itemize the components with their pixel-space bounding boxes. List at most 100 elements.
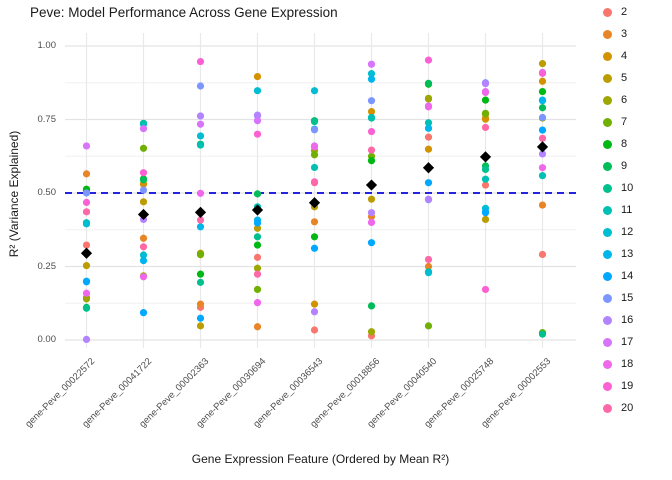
data-point-sample-7 bbox=[196, 250, 205, 258]
data-point-sample-5 bbox=[538, 60, 547, 68]
data-point-sample-20 bbox=[538, 134, 547, 142]
data-point-sample-5 bbox=[139, 198, 148, 206]
legend-dot-icon bbox=[603, 139, 612, 149]
legend-label: 16 bbox=[621, 313, 634, 326]
data-point-sample-17 bbox=[82, 142, 91, 150]
data-point-sample-16 bbox=[424, 195, 433, 203]
data-point-sample-9 bbox=[538, 104, 547, 112]
data-point-sample-2 bbox=[82, 241, 91, 249]
data-point-sample-15 bbox=[196, 82, 205, 90]
data-point-sample-10 bbox=[253, 233, 262, 241]
legend-item-14: 14 bbox=[598, 265, 672, 287]
data-point-sample-11 bbox=[424, 119, 433, 127]
legend-item-10: 10 bbox=[598, 177, 672, 199]
legend-item-9: 9 bbox=[598, 155, 672, 177]
legend-label: 18 bbox=[621, 357, 634, 370]
data-point-sample-6 bbox=[82, 295, 91, 303]
data-point-sample-9 bbox=[139, 176, 148, 184]
data-point-sample-7 bbox=[253, 285, 262, 294]
data-point-sample-14 bbox=[424, 179, 433, 187]
data-point-sample-14 bbox=[367, 239, 376, 247]
data-point-sample-20 bbox=[82, 208, 91, 216]
data-point-sample-18 bbox=[310, 143, 319, 151]
data-point-sample-20 bbox=[310, 179, 319, 187]
data-point-sample-16 bbox=[253, 111, 262, 119]
legend-label: 5 bbox=[621, 71, 628, 84]
legend-label: 10 bbox=[621, 181, 634, 194]
data-point-sample-20 bbox=[139, 243, 148, 251]
data-point-sample-2 bbox=[424, 133, 433, 141]
data-point-sample-12 bbox=[367, 70, 376, 78]
data-point-sample-3 bbox=[538, 201, 547, 209]
mean-diamond-marker bbox=[479, 151, 492, 163]
data-point-sample-8 bbox=[481, 96, 490, 104]
legend-item-19: 19 bbox=[598, 375, 672, 397]
data-point-sample-17 bbox=[196, 120, 205, 128]
legend-dot-icon bbox=[603, 205, 612, 215]
legend-dot-icon bbox=[603, 183, 612, 193]
legend: 2 3 4 5 6 7 8 9 10 11 12 13 14 15 16 17 18 19 20 bbox=[598, 1, 672, 419]
data-point-sample-18 bbox=[196, 189, 205, 197]
data-point-sample-5 bbox=[253, 224, 262, 232]
data-point-sample-12 bbox=[82, 220, 91, 228]
legend-dot-icon bbox=[603, 403, 612, 413]
legend-item-20: 20 bbox=[598, 397, 672, 419]
data-point-sample-14 bbox=[538, 126, 547, 134]
data-point-sample-18 bbox=[82, 289, 91, 297]
data-point-sample-14 bbox=[253, 219, 262, 227]
data-point-sample-20 bbox=[253, 270, 262, 278]
y-tick-label: 1.00 bbox=[37, 40, 57, 51]
data-point-sample-19 bbox=[196, 57, 205, 66]
legend-dot-icon bbox=[603, 117, 612, 127]
legend-dot-icon bbox=[603, 73, 612, 83]
mean-diamond-marker bbox=[365, 179, 378, 191]
legend-dot-icon bbox=[603, 249, 612, 259]
data-point-sample-2 bbox=[310, 326, 319, 334]
mean-diamond-marker bbox=[536, 141, 549, 153]
data-point-sample-5 bbox=[481, 215, 490, 224]
mean-diamond-marker bbox=[194, 206, 207, 219]
legend-item-7: 7 bbox=[598, 111, 672, 133]
data-point-sample-16 bbox=[82, 335, 91, 344]
data-point-sample-6 bbox=[367, 328, 376, 336]
data-point-sample-14 bbox=[481, 209, 490, 217]
data-point-sample-20 bbox=[196, 216, 205, 224]
legend-label: 15 bbox=[621, 291, 634, 304]
y-tick-label: 0.00 bbox=[37, 334, 57, 345]
data-point-sample-17 bbox=[253, 117, 262, 125]
data-point-sample-3 bbox=[253, 323, 262, 331]
data-point-sample-14 bbox=[310, 244, 319, 252]
data-point-sample-4 bbox=[424, 145, 433, 153]
data-point-sample-5 bbox=[196, 322, 205, 330]
legend-dot-icon bbox=[603, 95, 612, 105]
data-point-sample-2 bbox=[253, 253, 262, 261]
legend-item-8: 8 bbox=[598, 133, 672, 155]
data-point-sample-20 bbox=[367, 146, 376, 154]
data-point-sample-3 bbox=[424, 262, 433, 271]
legend-dot-icon bbox=[603, 227, 612, 237]
data-point-sample-3 bbox=[139, 234, 148, 242]
y-tick-label: 0.25 bbox=[37, 260, 57, 272]
legend-label: 7 bbox=[621, 115, 628, 128]
y-tick-label: 0.75 bbox=[37, 113, 57, 125]
data-point-sample-9 bbox=[367, 302, 376, 310]
data-point-sample-2 bbox=[538, 250, 547, 259]
data-point-sample-16 bbox=[481, 80, 490, 88]
data-point-sample-18 bbox=[481, 88, 490, 97]
legend-label: 14 bbox=[621, 269, 634, 282]
data-point-sample-10 bbox=[196, 278, 205, 286]
legend-item-16: 16 bbox=[598, 309, 672, 331]
data-point-sample-16 bbox=[538, 150, 547, 158]
data-point-sample-14 bbox=[82, 278, 91, 286]
legend-dot-icon bbox=[603, 7, 612, 17]
data-point-sample-13 bbox=[367, 75, 376, 83]
data-point-sample-7 bbox=[139, 144, 148, 152]
data-point-sample-5 bbox=[367, 195, 376, 203]
data-point-sample-8 bbox=[253, 241, 262, 249]
legend-item-12: 12 bbox=[598, 221, 672, 243]
data-point-sample-19 bbox=[538, 69, 547, 77]
legend-dot-icon bbox=[603, 271, 612, 281]
data-point-sample-16 bbox=[310, 308, 319, 316]
data-point-sample-13 bbox=[538, 96, 547, 104]
data-point-sample-10 bbox=[538, 330, 547, 338]
